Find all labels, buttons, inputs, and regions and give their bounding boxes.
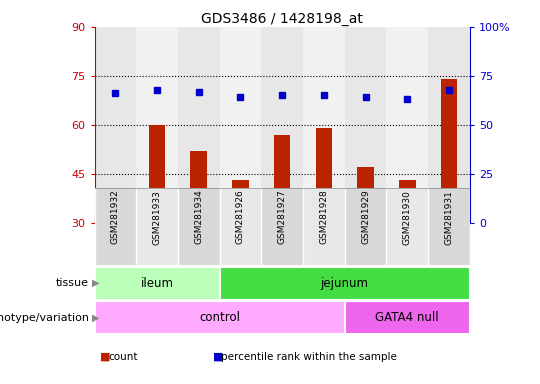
Bar: [399, 180, 416, 223]
Text: genotype/variation: genotype/variation: [0, 313, 89, 323]
Bar: [220, 188, 261, 265]
Bar: [274, 135, 291, 223]
Text: GSM281934: GSM281934: [194, 190, 203, 245]
Text: GSM281931: GSM281931: [444, 190, 454, 245]
Text: tissue: tissue: [56, 278, 89, 288]
Text: jejunum: jejunum: [321, 277, 369, 290]
Bar: [261, 188, 303, 265]
Bar: [345, 301, 470, 334]
Text: GATA4 null: GATA4 null: [375, 311, 439, 324]
Bar: [303, 188, 345, 265]
Bar: [94, 188, 136, 265]
Bar: [178, 188, 220, 265]
Bar: [357, 167, 374, 223]
Bar: [232, 180, 249, 223]
Text: GSM281929: GSM281929: [361, 190, 370, 245]
Text: GSM281926: GSM281926: [236, 190, 245, 245]
Bar: [303, 27, 345, 223]
Bar: [315, 128, 332, 223]
Bar: [261, 27, 303, 223]
Bar: [345, 27, 387, 223]
Text: GSM281927: GSM281927: [278, 190, 287, 245]
Bar: [345, 188, 387, 265]
Bar: [136, 27, 178, 223]
Bar: [387, 27, 428, 223]
Bar: [107, 210, 124, 223]
Bar: [178, 27, 220, 223]
Text: control: control: [199, 311, 240, 324]
Bar: [428, 27, 470, 223]
Bar: [148, 125, 165, 223]
Bar: [94, 27, 136, 223]
Bar: [441, 79, 457, 223]
Text: GSM281932: GSM281932: [111, 190, 120, 245]
Text: GSM281928: GSM281928: [319, 190, 328, 245]
Bar: [220, 267, 470, 300]
Bar: [136, 188, 178, 265]
Text: ileum: ileum: [140, 277, 173, 290]
Text: percentile rank within the sample: percentile rank within the sample: [221, 352, 397, 362]
Text: ■: ■: [213, 352, 224, 362]
Bar: [191, 151, 207, 223]
Bar: [94, 267, 220, 300]
Text: ■: ■: [100, 352, 110, 362]
Text: ▶: ▶: [92, 278, 99, 288]
Text: GSM281930: GSM281930: [403, 190, 412, 245]
Text: count: count: [108, 352, 138, 362]
Bar: [220, 27, 261, 223]
Bar: [94, 301, 345, 334]
Text: ▶: ▶: [92, 313, 99, 323]
Bar: [387, 188, 428, 265]
Text: GSM281933: GSM281933: [153, 190, 161, 245]
Bar: [428, 188, 470, 265]
Title: GDS3486 / 1428198_at: GDS3486 / 1428198_at: [201, 12, 363, 26]
